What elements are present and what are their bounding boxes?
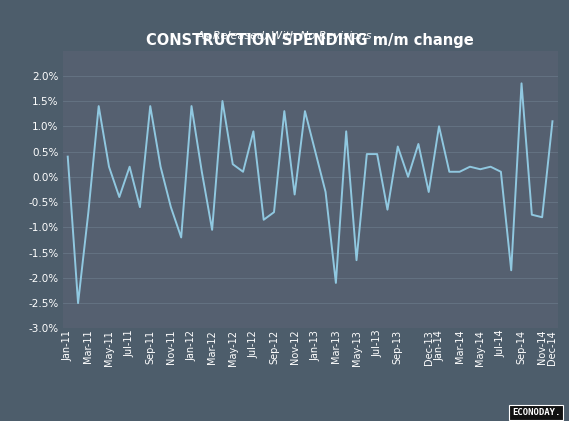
Text: As Released, With No Revisions: As Released, With No Revisions (197, 31, 372, 41)
Text: ECONODAY.: ECONODAY. (512, 408, 560, 417)
Title: CONSTRUCTION SPENDING m/m change: CONSTRUCTION SPENDING m/m change (146, 33, 474, 48)
